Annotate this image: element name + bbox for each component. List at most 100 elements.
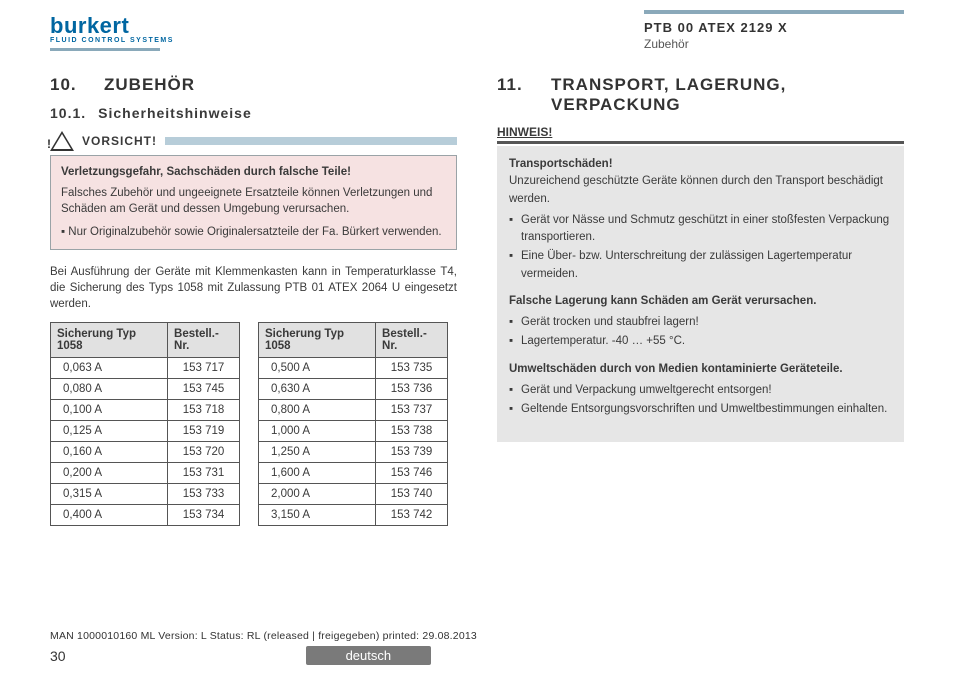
table-row: 0,100 A153 718 — [51, 399, 240, 420]
table-cell: 0,160 A — [51, 441, 168, 462]
fuse-tables: Sicherung Typ 1058 Bestell.-Nr. 0,063 A1… — [50, 322, 457, 526]
table-row: 0,800 A153 737 — [259, 399, 448, 420]
table-cell: 2,000 A — [259, 483, 376, 504]
logo-underline — [50, 48, 160, 51]
table-cell: 0,125 A — [51, 420, 168, 441]
left-column: 10. ZUBEHÖR 10.1. Sicherheitshinweise ! … — [50, 75, 457, 526]
table-cell: 0,315 A — [51, 483, 168, 504]
table-row: 0,400 A153 734 — [51, 504, 240, 525]
subsection-num: 10.1. — [50, 105, 86, 121]
table-row: 0,063 A153 717 — [51, 357, 240, 378]
notice-bar — [497, 141, 904, 144]
notice-b1: Transportschäden! — [509, 156, 892, 173]
table-row: 1,000 A153 738 — [259, 420, 448, 441]
table-cell: 0,500 A — [259, 357, 376, 378]
table-cell: 153 740 — [376, 483, 448, 504]
table-row: 0,125 A153 719 — [51, 420, 240, 441]
notice-p1: Unzureichend geschützte Geräte können du… — [509, 175, 883, 204]
table-cell: 1,600 A — [259, 462, 376, 483]
table-cell: 153 736 — [376, 378, 448, 399]
caution-bullet: Nur Originalzubehör sowie Originalersatz… — [61, 224, 446, 241]
t1-h1: Sicherung Typ 1058 — [51, 322, 168, 357]
table-row: 0,500 A153 735 — [259, 357, 448, 378]
logo-text: burkert — [50, 13, 129, 38]
table-cell: 153 720 — [168, 441, 240, 462]
caution-text: Falsches Zubehör und ungeeignete Ersatzt… — [61, 187, 432, 216]
fuse-table-2: Sicherung Typ 1058 Bestell.-Nr. 0,500 A1… — [258, 322, 448, 526]
table-row: 1,250 A153 739 — [259, 441, 448, 462]
t2-h1: Sicherung Typ 1058 — [259, 322, 376, 357]
notice-b2: Falsche Lagerung kann Schäden am Gerät v… — [509, 293, 892, 310]
doc-code: PTB 00 ATEX 2129 X — [644, 20, 904, 35]
section-10-title: ZUBEHÖR — [104, 75, 195, 95]
notice-box: Transportschäden! Unzureichend geschützt… — [497, 146, 904, 442]
table-cell: 153 717 — [168, 357, 240, 378]
doc-id-block: PTB 00 ATEX 2129 X Zubehör — [644, 10, 904, 51]
table-cell: 153 737 — [376, 399, 448, 420]
table-row: 0,160 A153 720 — [51, 441, 240, 462]
subsection-10-1: 10.1. Sicherheitshinweise — [50, 105, 457, 121]
notice-label: HINWEIS! — [497, 125, 904, 139]
table-cell: 153 718 — [168, 399, 240, 420]
table-row: 3,150 A153 742 — [259, 504, 448, 525]
section-10-num: 10. — [50, 75, 84, 95]
table-row: 1,600 A153 746 — [259, 462, 448, 483]
doc-section-name: Zubehör — [644, 37, 904, 51]
table-cell: 153 735 — [376, 357, 448, 378]
section-11: 11. TRANSPORT, LAGERUNG, VERPACKUNG — [497, 75, 904, 115]
notice-li2a: Gerät trocken und staubfrei lagern! — [509, 314, 892, 331]
caution-bold: Verletzungsgefahr, Sachschäden durch fal… — [61, 164, 446, 181]
subsection-title: Sicherheitshinweise — [98, 105, 252, 121]
table-cell: 0,063 A — [51, 357, 168, 378]
table-cell: 153 733 — [168, 483, 240, 504]
table-cell: 153 746 — [376, 462, 448, 483]
notice-li2b: Lagertemperatur. -40 … +55 °C. — [509, 333, 892, 350]
table-cell: 153 731 — [168, 462, 240, 483]
table-cell: 153 742 — [376, 504, 448, 525]
table-row: 0,630 A153 736 — [259, 378, 448, 399]
table-cell: 153 734 — [168, 504, 240, 525]
t2-h2: Bestell.-Nr. — [376, 322, 448, 357]
table-cell: 0,200 A — [51, 462, 168, 483]
table-cell: 153 719 — [168, 420, 240, 441]
table-cell: 153 738 — [376, 420, 448, 441]
fuse-table-1: Sicherung Typ 1058 Bestell.-Nr. 0,063 A1… — [50, 322, 240, 526]
right-column: 11. TRANSPORT, LAGERUNG, VERPACKUNG HINW… — [497, 75, 904, 526]
table-cell: 0,080 A — [51, 378, 168, 399]
table-row: 0,080 A153 745 — [51, 378, 240, 399]
page-footer: MAN 1000010160 ML Version: L Status: RL … — [0, 630, 954, 665]
section-11-num: 11. — [497, 75, 531, 115]
section-11-title: TRANSPORT, LAGERUNG, VERPACKUNG — [551, 75, 904, 115]
page-number: 30 — [50, 648, 66, 664]
table-cell: 3,150 A — [259, 504, 376, 525]
table-cell: 153 745 — [168, 378, 240, 399]
notice-li1b: Eine Über- bzw. Unterschreitung der zulä… — [509, 248, 892, 283]
table-row: 0,200 A153 731 — [51, 462, 240, 483]
header-bar — [644, 10, 904, 14]
warning-icon: ! — [50, 131, 74, 151]
logo-block: burkert FLUID CONTROL SYSTEMS — [50, 13, 174, 51]
table-cell: 0,100 A — [51, 399, 168, 420]
notice-li3a: Gerät und Verpackung umweltgerecht entso… — [509, 382, 892, 399]
caution-bar — [165, 137, 457, 145]
footer-metadata: MAN 1000010160 ML Version: L Status: RL … — [0, 630, 954, 642]
language-pill: deutsch — [306, 646, 432, 665]
table-cell: 1,250 A — [259, 441, 376, 462]
table-cell: 0,400 A — [51, 504, 168, 525]
notice-b3: Umweltschäden durch von Medien kontamini… — [509, 361, 892, 378]
page-body: 10. ZUBEHÖR 10.1. Sicherheitshinweise ! … — [0, 55, 954, 526]
caution-row: ! VORSICHT! — [50, 131, 457, 151]
notice-li3b: Geltende Entsorgungsvorschriften und Umw… — [509, 401, 892, 418]
table-cell: 0,800 A — [259, 399, 376, 420]
section-10: 10. ZUBEHÖR — [50, 75, 457, 95]
intro-paragraph: Bei Ausführung der Geräte mit Klemmenkas… — [50, 264, 457, 312]
table-cell: 1,000 A — [259, 420, 376, 441]
notice-li1a: Gerät vor Nässe und Schmutz geschützt in… — [509, 212, 892, 247]
t1-h2: Bestell.-Nr. — [168, 322, 240, 357]
table-cell: 0,630 A — [259, 378, 376, 399]
table-row: 2,000 A153 740 — [259, 483, 448, 504]
caution-box: Verletzungsgefahr, Sachschäden durch fal… — [50, 155, 457, 250]
page-header: burkert FLUID CONTROL SYSTEMS PTB 00 ATE… — [0, 0, 954, 55]
brand-logo: burkert — [50, 13, 174, 39]
table-row: 0,315 A153 733 — [51, 483, 240, 504]
